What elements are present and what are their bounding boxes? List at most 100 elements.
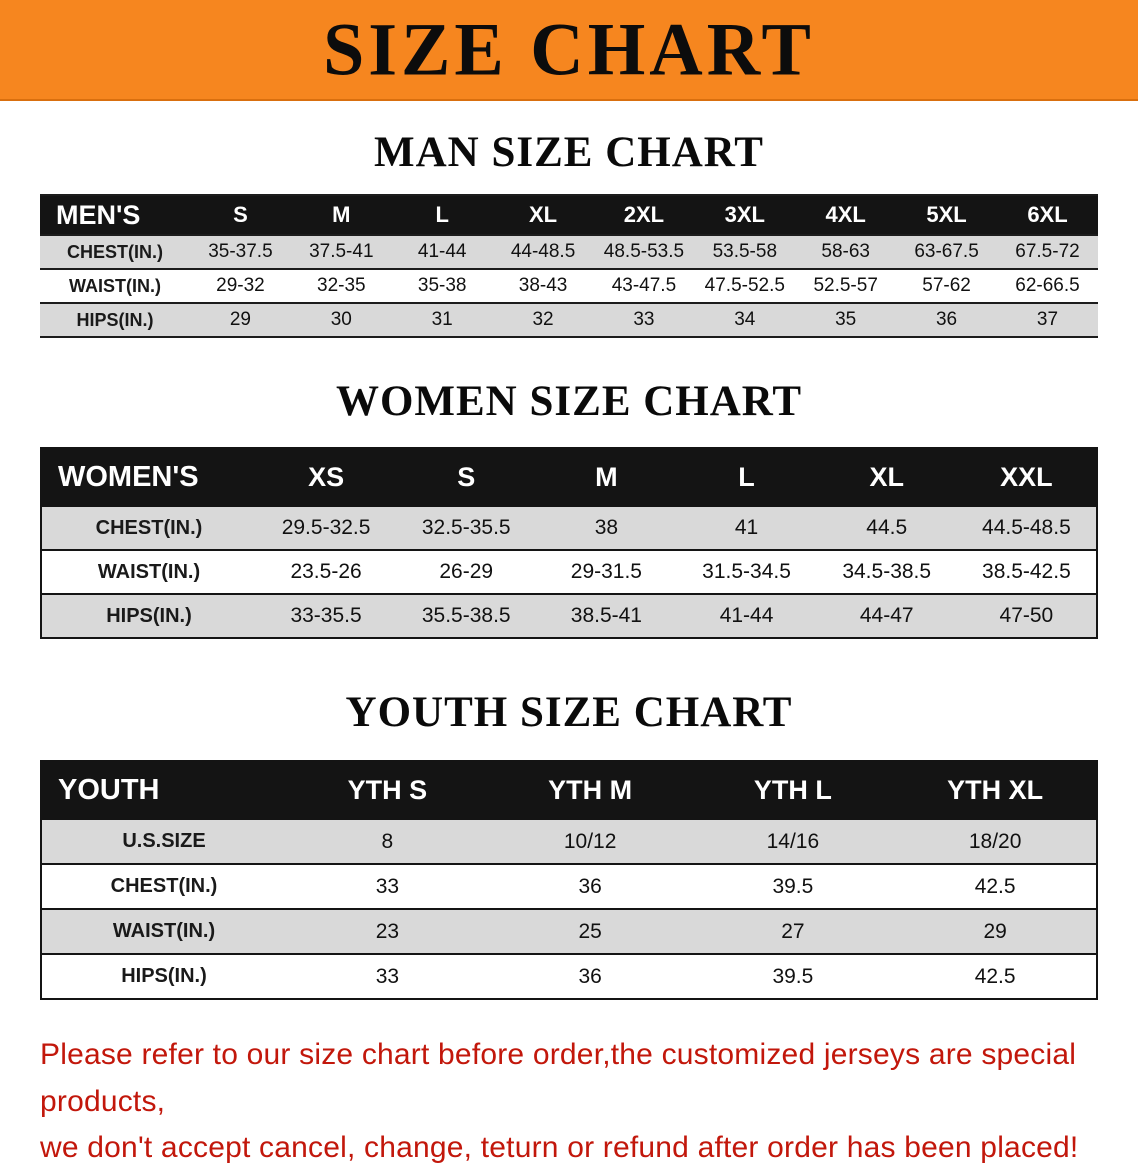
youth-section-heading: YOUTH SIZE CHART	[345, 689, 793, 736]
size-value-cell: 10/12	[563, 829, 617, 853]
size-value-cell: 53.5-58	[712, 241, 778, 262]
table-header-row: WOMEN'S XS S M L XL XXL	[41, 448, 1097, 506]
size-value-cell: 33	[375, 874, 400, 898]
table-title-cell: YOUTH	[58, 773, 160, 806]
measurement-row: HIPS(IN.) 33-35.5 35.5-38.5 38.5-41 41-44 44-…	[41, 594, 1097, 638]
row-label-cell: U.S.SIZE	[122, 830, 206, 852]
size-value-cell: 37.5-41	[309, 241, 374, 262]
row-label-cell: CHEST(IN.)	[95, 516, 203, 539]
measurement-row: HIPS(IN.) 29 30 31 32 33 34 35 36 37	[40, 303, 1098, 337]
size-header-cell: 5XL	[926, 202, 967, 227]
men-size-section: MAN SIZE CHART MEN'S S M L XL 2XL 3XL 4XL 5XL 6XL…	[0, 131, 1138, 338]
size-value-cell: 38.5-41	[570, 604, 642, 627]
size-value-cell: 32.5-35.5	[421, 516, 511, 539]
size-header-cell: XXL	[1000, 461, 1053, 492]
size-value-cell: 44.5	[866, 516, 908, 539]
measurement-row: WAIST(IN.) 29-32 32-35 35-38 38-43 43-47.5 47.…	[40, 269, 1098, 303]
order-disclaimer: Please refer to our size chart before or…	[40, 1032, 1098, 1172]
size-header-cell: S	[457, 461, 476, 492]
size-value-cell: 57-62	[922, 275, 971, 296]
size-header-cell: M	[332, 202, 351, 227]
measurement-row: CHEST(IN.) 29.5-32.5 32.5-35.5 38 41 44.5 44.5…	[41, 506, 1097, 550]
size-value-cell: 52.5-57	[813, 275, 878, 296]
size-value-cell: 31	[431, 309, 453, 330]
row-label-cell: WAIST(IN.)	[112, 920, 216, 942]
size-value-cell: 44.5-48.5	[982, 516, 1071, 539]
women-section-heading: WOMEN SIZE CHART	[335, 378, 803, 425]
size-value-cell: 47.5-52.5	[704, 275, 785, 296]
size-value-cell: 33	[633, 309, 655, 330]
size-value-cell: 29.5-32.5	[281, 516, 371, 539]
measurement-row: CHEST(IN.) 33 36 39.5 42.5	[41, 864, 1097, 909]
size-header-cell: S	[233, 202, 248, 227]
size-value-cell: 35	[835, 309, 857, 330]
size-value-cell: 47-50	[999, 604, 1054, 627]
size-value-cell: 67.5-72	[1015, 241, 1080, 262]
measurement-row: WAIST(IN.) 23 25 27 29	[41, 909, 1097, 954]
size-header-cell: YTH M	[548, 774, 633, 805]
size-value-cell: 29	[983, 919, 1007, 943]
size-value-cell: 35-37.5	[208, 241, 273, 262]
size-value-cell: 34	[734, 309, 756, 330]
size-value-cell: 35.5-38.5	[421, 604, 511, 627]
size-value-cell: 33	[375, 964, 400, 988]
size-value-cell: 34.5-38.5	[842, 560, 932, 583]
men-size-table: MEN'S S M L XL 2XL 3XL 4XL 5XL 6XL CHEST(IN.) 35-37…	[40, 194, 1098, 338]
size-header-cell: 2XL	[623, 202, 665, 227]
size-value-cell: 39.5	[772, 964, 814, 988]
size-value-cell: 42.5	[974, 874, 1016, 898]
size-header-cell: L	[435, 202, 449, 227]
size-value-cell: 48.5-53.5	[603, 241, 685, 262]
size-value-cell: 38-43	[518, 275, 568, 296]
page-title: SIZE CHART	[323, 7, 815, 92]
size-header-cell: 4XL	[825, 202, 866, 227]
size-value-cell: 29-32	[216, 275, 265, 296]
row-label-cell: HIPS(IN.)	[106, 604, 192, 627]
table-header-row: MEN'S S M L XL 2XL 3XL 4XL 5XL 6XL	[40, 195, 1098, 235]
size-value-cell: 26-29	[439, 560, 494, 583]
size-value-cell: 27	[781, 919, 805, 943]
size-header-cell: XL	[869, 461, 904, 492]
women-size-section: WOMEN SIZE CHART WOMEN'S XS S M L XL XXL CHEST(…	[0, 380, 1138, 639]
row-label-cell: WAIST(IN.)	[97, 560, 201, 583]
size-value-cell: 8	[381, 829, 394, 853]
size-header-cell: YTH XL	[947, 774, 1044, 805]
size-value-cell: 37	[1036, 309, 1059, 330]
size-value-cell: 44-47	[859, 604, 914, 627]
row-label-cell: HIPS(IN.)	[76, 309, 154, 330]
table-title-cell: WOMEN'S	[58, 460, 199, 493]
size-value-cell: 32	[532, 309, 554, 330]
row-label-cell: CHEST(IN.)	[67, 241, 163, 262]
size-value-cell: 14/16	[766, 829, 820, 853]
size-value-cell: 41-44	[719, 604, 774, 627]
size-value-cell: 62-66.5	[1015, 275, 1080, 296]
size-value-cell: 32-35	[317, 275, 366, 296]
size-value-cell: 33-35.5	[290, 604, 362, 627]
measurement-row: U.S.SIZE 8 10/12 14/16 18/20	[41, 819, 1097, 864]
women-size-table: WOMEN'S XS S M L XL XXL CHEST(IN.) 29.5-32.5 32.5…	[40, 447, 1098, 639]
size-value-cell: 39.5	[772, 874, 814, 898]
row-label-cell: WAIST(IN.)	[69, 275, 161, 296]
size-value-cell: 30	[330, 309, 352, 330]
size-header-cell: 3XL	[724, 202, 765, 227]
size-value-cell: 23.5-26	[290, 560, 362, 583]
size-value-cell: 36	[578, 964, 602, 988]
size-value-cell: 43-47.5	[611, 275, 677, 296]
size-chart-banner: SIZE CHART	[0, 0, 1138, 101]
size-value-cell: 18/20	[968, 829, 1022, 853]
men-section-heading: MAN SIZE CHART	[374, 129, 764, 176]
table-header-row: YOUTH YTH S YTH M YTH L YTH XL	[41, 761, 1097, 819]
youth-size-section: YOUTH SIZE CHART YOUTH YTH S YTH M YTH L YTH…	[0, 691, 1138, 1000]
size-chart-content: MAN SIZE CHART MEN'S S M L XL 2XL 3XL 4XL 5XL 6XL…	[0, 131, 1138, 1172]
size-value-cell: 36	[935, 309, 958, 330]
size-value-cell: 29	[229, 309, 251, 330]
size-value-cell: 31.5-34.5	[702, 560, 791, 583]
size-header-cell: XS	[308, 461, 345, 492]
measurement-row: CHEST(IN.) 35-37.5 37.5-41 41-44 44-48.5 48.5…	[40, 235, 1098, 269]
disclaimer-line-1: Please refer to our size chart before or…	[40, 1038, 1077, 1118]
size-value-cell: 23	[375, 919, 400, 943]
measurement-row: WAIST(IN.) 23.5-26 26-29 29-31.5 31.5-34.5 34…	[41, 550, 1097, 594]
size-value-cell: 58-63	[821, 241, 870, 262]
size-header-cell: XL	[529, 202, 558, 227]
row-label-cell: CHEST(IN.)	[110, 875, 218, 897]
